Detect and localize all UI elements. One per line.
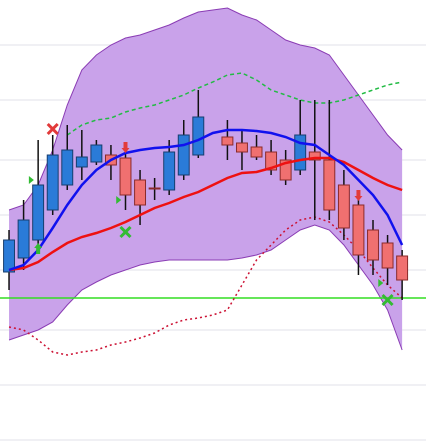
candle-body: [236, 142, 248, 153]
candle-body: [61, 149, 74, 186]
candle-body: [337, 184, 350, 229]
candle-body: [90, 144, 103, 163]
candle-body: [192, 116, 205, 156]
signal-cross: [381, 293, 394, 307]
signal-arrow: [121, 142, 130, 153]
candle-body: [3, 239, 15, 273]
series-line: [8, 128, 404, 272]
candle-body: [119, 157, 132, 196]
candle-body: [32, 184, 45, 241]
candle-body: [294, 134, 307, 171]
candle-body: [265, 151, 278, 171]
candle-body: [279, 159, 292, 181]
signal-triangle: [28, 176, 34, 184]
candle-body: [46, 154, 59, 211]
candle-body: [177, 134, 190, 176]
candle-body: [221, 136, 234, 146]
signal-arrow: [354, 190, 363, 201]
band-area: [9, 8, 403, 350]
candle-body: [134, 179, 147, 206]
band-upper: [8, 7, 403, 211]
candle-body: [367, 229, 379, 261]
candle-body: [75, 156, 88, 168]
signal-triangle: [378, 279, 384, 287]
signal-arrow: [34, 243, 43, 254]
signal-cross: [119, 225, 132, 239]
candle-body: [308, 151, 321, 161]
signal-cross: [46, 122, 59, 136]
candle-body: [250, 146, 263, 158]
candle-body: [352, 204, 365, 256]
signal-triangle: [116, 196, 122, 204]
candle-body: [396, 255, 409, 281]
candle-body: [163, 151, 176, 191]
candle-body: [381, 242, 394, 269]
candle-body: [148, 187, 161, 190]
candle-body: [17, 219, 30, 259]
series-line: [8, 216, 403, 356]
candle-body: [323, 159, 336, 211]
